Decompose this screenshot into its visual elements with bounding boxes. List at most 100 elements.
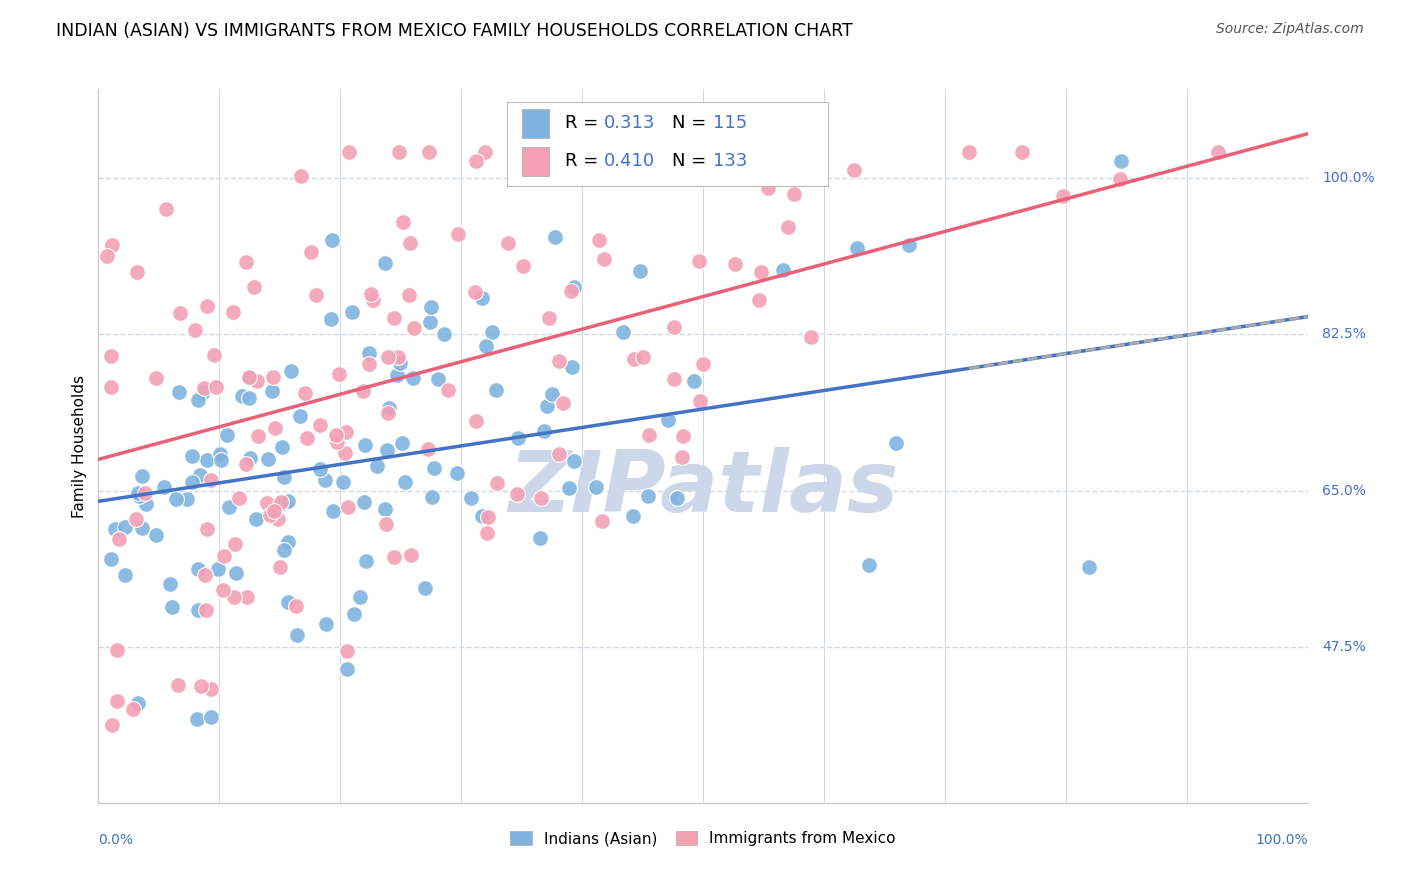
Point — [1077, 559, 1099, 574]
Point — [564, 280, 586, 294]
Text: 0.410: 0.410 — [603, 153, 655, 170]
Point — [131, 521, 153, 535]
Point — [496, 236, 519, 251]
Point — [682, 374, 704, 388]
Point — [957, 145, 980, 159]
Point — [260, 505, 283, 519]
Point — [374, 516, 396, 531]
Point — [628, 264, 651, 278]
Point — [593, 252, 616, 266]
Point — [692, 357, 714, 371]
Point — [187, 562, 209, 576]
Point — [651, 145, 673, 159]
Point — [464, 285, 486, 299]
Point — [194, 568, 217, 582]
Point — [748, 293, 770, 307]
Text: INDIAN (ASIAN) VS IMMIGRANTS FROM MEXICO FAMILY HOUSEHOLDS CORRELATION CHART: INDIAN (ASIAN) VS IMMIGRANTS FROM MEXICO… — [56, 22, 853, 40]
Point — [361, 293, 384, 308]
Bar — [522, 147, 550, 176]
Point — [305, 288, 328, 302]
Point — [465, 153, 488, 168]
Point — [858, 558, 880, 573]
Point — [697, 145, 720, 159]
Y-axis label: Family Households: Family Households — [72, 375, 87, 517]
Point — [188, 467, 211, 482]
Point — [100, 717, 122, 731]
Point — [564, 454, 586, 468]
Point — [672, 429, 695, 443]
Point — [212, 549, 235, 563]
Point — [537, 310, 560, 325]
Point — [374, 502, 396, 516]
Point — [366, 458, 388, 473]
Point — [671, 450, 693, 465]
Point — [486, 475, 509, 490]
Point — [391, 435, 413, 450]
Point — [399, 235, 422, 250]
Point — [385, 368, 408, 382]
Point — [259, 508, 281, 522]
Point — [561, 359, 583, 374]
Point — [336, 662, 359, 676]
Point — [1206, 145, 1229, 159]
Text: 47.5%: 47.5% — [1322, 640, 1365, 654]
Point — [612, 325, 634, 339]
Point — [1109, 153, 1132, 168]
Point — [356, 554, 378, 568]
Point — [357, 346, 380, 360]
Point — [529, 532, 551, 546]
Point — [446, 467, 468, 481]
Point — [184, 323, 207, 337]
Text: 0.313: 0.313 — [603, 114, 655, 132]
Point — [285, 599, 308, 613]
Point — [402, 370, 425, 384]
Point — [388, 356, 411, 370]
Point — [290, 169, 312, 183]
Point — [238, 450, 260, 465]
Point — [423, 461, 446, 475]
Point — [460, 491, 482, 505]
Point — [122, 702, 145, 716]
Point — [340, 305, 363, 319]
Point — [343, 607, 366, 621]
Point — [398, 288, 420, 302]
Text: 115: 115 — [713, 114, 747, 132]
Point — [326, 434, 349, 449]
Point — [352, 384, 374, 399]
Point — [418, 145, 440, 159]
Point — [481, 325, 503, 339]
Point — [262, 370, 284, 384]
Point — [664, 372, 686, 386]
Point — [333, 446, 356, 460]
Point — [190, 680, 212, 694]
Point — [332, 475, 354, 489]
Point — [1108, 172, 1130, 186]
Point — [271, 440, 294, 454]
Point — [377, 350, 399, 364]
Point — [633, 350, 655, 364]
Text: 100.0%: 100.0% — [1256, 833, 1308, 847]
Point — [238, 370, 260, 384]
Point — [114, 520, 136, 534]
Point — [530, 491, 553, 505]
Point — [548, 447, 571, 461]
Point — [336, 500, 359, 515]
Point — [159, 577, 181, 591]
Point — [273, 496, 295, 510]
Point — [558, 481, 581, 495]
Point — [800, 329, 823, 343]
Point — [588, 233, 610, 247]
Point — [560, 284, 582, 298]
Point — [477, 525, 499, 540]
Point — [225, 566, 247, 580]
Point — [321, 233, 343, 247]
Point — [638, 427, 661, 442]
Text: 82.5%: 82.5% — [1322, 327, 1367, 342]
Point — [776, 219, 799, 234]
Point — [243, 279, 266, 293]
Point — [235, 458, 257, 472]
Point — [295, 431, 318, 445]
Point — [551, 396, 574, 410]
Point — [153, 480, 176, 494]
Point — [844, 162, 866, 177]
